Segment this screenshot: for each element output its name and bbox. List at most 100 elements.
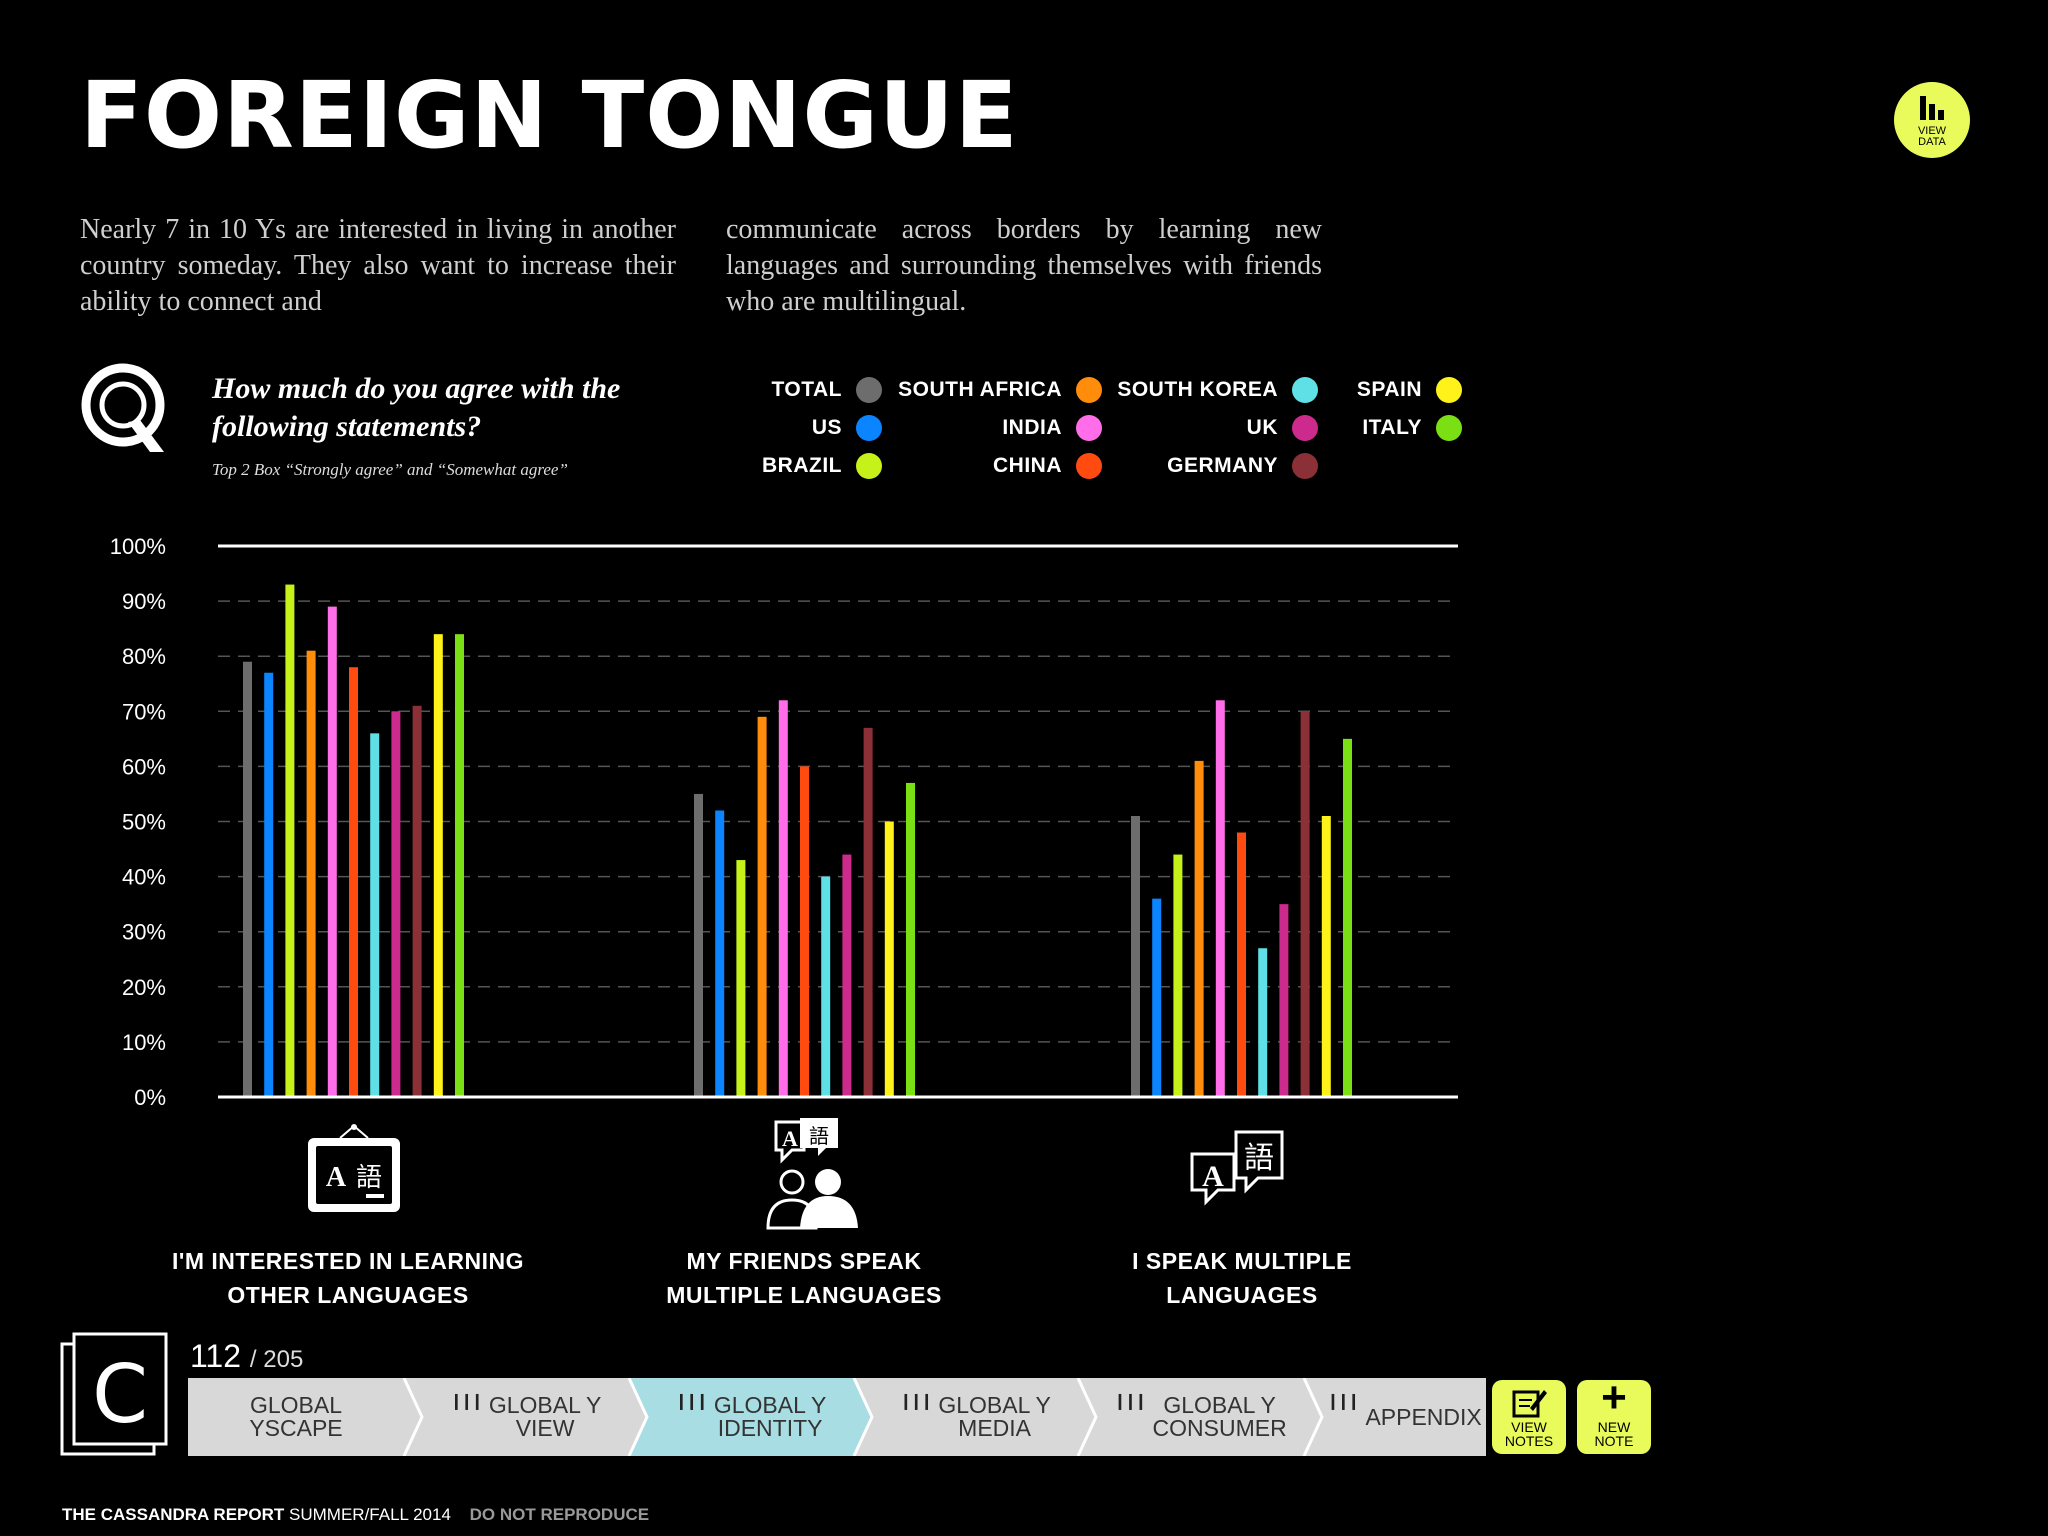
y-tick-label: 10%: [122, 1030, 166, 1055]
legend-swatch: [1076, 377, 1102, 403]
legend-swatch: [1292, 453, 1318, 479]
bar: [1300, 711, 1310, 1096]
bar: [1131, 815, 1140, 1096]
category-label-speak: I SPEAK MULTIPLE LANGUAGES: [1132, 1248, 1352, 1308]
bar: [800, 766, 809, 1096]
bar-chart-icon: ❙❙❙: [449, 1393, 484, 1410]
y-tick-label: 20%: [122, 975, 166, 1000]
y-tick-label: 50%: [122, 810, 166, 835]
legend-swatch: [856, 453, 882, 479]
intro-text-left: Nearly 7 in 10 Ys are interested in livi…: [80, 214, 676, 317]
legend-label: SPAIN: [1356, 378, 1422, 401]
bar: [1215, 700, 1225, 1096]
bar-chart-icon: ❙❙❙: [1113, 1393, 1147, 1410]
legend-item: INDIA: [1002, 413, 1102, 443]
friends-speaking-icon: A 語: [766, 1118, 858, 1230]
bar: [243, 661, 252, 1096]
bar: [306, 650, 316, 1096]
nav-tab-label: GLOBAL Y IDENTITY: [713, 1392, 827, 1441]
bar: [906, 782, 915, 1096]
legend-swatch: [1076, 415, 1102, 441]
nav-tab[interactable]: ❙❙❙ GLOBAL Y IDENTITY: [647, 1378, 854, 1456]
legend-label: ITALY: [1362, 416, 1422, 439]
footer: THE CASSANDRA REPORT SUMMER/FALL 2014 DO…: [62, 1505, 649, 1525]
legend-label: BRAZIL: [762, 454, 842, 477]
tab-separator: [852, 1378, 874, 1456]
legend-swatch: [1436, 377, 1462, 403]
category-label-learning: I'M INTERESTED IN LEARNING OTHER LANGUAGE…: [172, 1248, 524, 1308]
legend-swatch: [1292, 415, 1318, 441]
view-notes-button[interactable]: VIEW NOTES: [1492, 1380, 1566, 1454]
bar: [1152, 898, 1162, 1096]
bar: [1343, 738, 1352, 1096]
new-note-button[interactable]: + NEW NOTE: [1577, 1376, 1651, 1454]
bar: [264, 672, 274, 1096]
bar: [884, 821, 894, 1096]
bar-chart-icon: ❙❙❙: [674, 1393, 709, 1410]
cjk-glyph: 語: [809, 1124, 829, 1148]
bar: [842, 854, 852, 1096]
bar: [694, 793, 703, 1096]
bar: [327, 606, 337, 1096]
bar: [1237, 832, 1246, 1096]
footer-brand: THE CASSANDRA REPORT: [62, 1505, 285, 1524]
legend-label: INDIA: [1002, 416, 1062, 439]
legend-swatch: [1076, 453, 1102, 479]
bar-chart-icon: [1920, 96, 1944, 120]
intro-text-right: communicate across borders by learning n…: [726, 214, 1322, 317]
bar: [1173, 854, 1183, 1096]
y-tick-label: 0%: [134, 1085, 166, 1110]
view-data-button[interactable]: VIEW DATA: [1894, 82, 1970, 158]
legend-item: CHINA: [993, 451, 1102, 481]
nav-tab[interactable]: ❙❙❙ GLOBAL Y CONSUMER: [1096, 1378, 1304, 1456]
bar: [821, 876, 831, 1096]
nav-tab[interactable]: GLOBAL YSCAPE: [188, 1378, 404, 1456]
y-tick-label: 90%: [122, 589, 166, 614]
legend-label: TOTAL: [771, 378, 842, 401]
tab-separator: [402, 1378, 424, 1456]
footer-edition: SUMMER/FALL 2014: [289, 1505, 451, 1524]
legend-item: GERMANY: [1167, 451, 1318, 481]
cassandra-logo[interactable]: C: [58, 1330, 170, 1458]
legend-item: BRAZIL: [762, 451, 882, 481]
view-data-label: VIEW DATA: [1917, 125, 1947, 148]
section-nav: GLOBAL YSCAPE ❙❙❙ GLOBAL Y VIEW ❙❙❙ GLOBAL Y ID…: [188, 1378, 1486, 1456]
y-tick-label: 70%: [122, 699, 166, 724]
category-label-friends: MY FRIENDS SPEAK MULTIPLE LANGUAGES: [666, 1248, 942, 1308]
bar: [757, 716, 767, 1096]
bar: [455, 634, 464, 1096]
y-tick-label: 60%: [122, 754, 166, 779]
tab-separator: [627, 1378, 649, 1456]
legend-item: TOTAL: [771, 375, 882, 405]
question-text: How much do you agree with the following…: [212, 372, 621, 443]
tab-separator: [1076, 1378, 1098, 1456]
notes-edit-icon: [1512, 1390, 1547, 1418]
legend-label: CHINA: [993, 454, 1062, 477]
total-pages: / 205: [249, 1346, 304, 1373]
bar-chart: 0% 10% 20% 30% 40% 50% 60% 70% 80% 90% 100%: [110, 534, 1458, 1110]
bar: [778, 700, 788, 1096]
bar: [1258, 948, 1268, 1096]
bar-chart-icon: ❙❙❙: [899, 1393, 933, 1410]
bar: [412, 705, 422, 1096]
nav-tab[interactable]: ❙❙❙ GLOBAL Y VIEW: [422, 1378, 629, 1456]
bar: [736, 860, 746, 1096]
active-tab-highlight: [629, 1378, 872, 1456]
nav-tab[interactable]: ❙❙❙ GLOBAL Y MEDIA: [872, 1378, 1078, 1456]
nav-tab[interactable]: ❙❙❙ APPENDIX: [1322, 1378, 1486, 1456]
legend-label: UK: [1246, 416, 1278, 439]
cjk-glyph: 語: [1244, 1141, 1274, 1176]
tab-separator: [1302, 1378, 1324, 1456]
legend-item: SPAIN: [1357, 375, 1462, 405]
legend-swatch: [1436, 415, 1462, 441]
y-tick-label: 40%: [122, 865, 166, 890]
cjk-glyph: 語: [356, 1163, 382, 1193]
page-indicator: 112 / 205: [190, 1338, 303, 1375]
plus-icon: +: [1601, 1373, 1627, 1422]
bar: [285, 584, 295, 1096]
y-tick-label: 30%: [122, 920, 166, 945]
legend-label: SOUTH AFRICA: [898, 378, 1062, 401]
y-tick-label: 80%: [122, 644, 166, 669]
legend-swatch: [1292, 377, 1318, 403]
bar: [1194, 760, 1204, 1096]
